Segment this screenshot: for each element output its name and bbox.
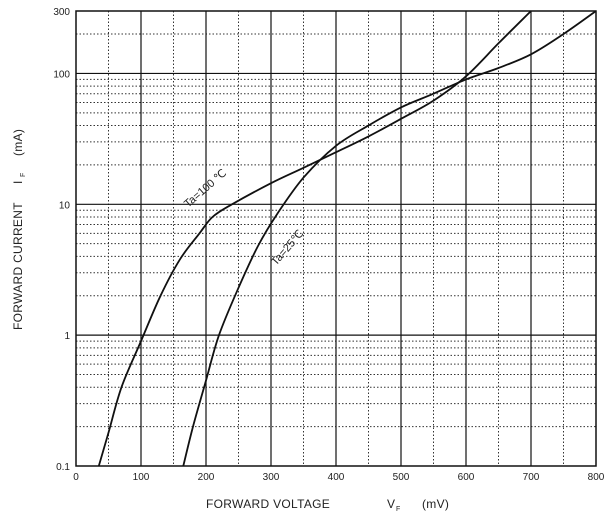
x-axis-symbol: V <box>387 497 395 511</box>
y-axis-title-text: FORWARD CURRENT <box>11 202 25 330</box>
y-axis-title: FORWARD CURRENT I F (mA) <box>11 129 27 330</box>
y-tick-label: 0.1 <box>56 462 70 473</box>
y-tick-label: 10 <box>59 200 71 211</box>
x-axis-title-text: FORWARD VOLTAGE <box>206 497 330 511</box>
x-axis-subscript: F <box>396 506 401 513</box>
x-tick-label: 800 <box>588 472 605 483</box>
x-tick-label: 100 <box>133 472 150 483</box>
y-axis-unit: (mA) <box>11 129 25 156</box>
y-axis-subscript: F <box>20 172 27 177</box>
series-line-ta25 <box>182 10 597 467</box>
x-tick-label: 700 <box>523 472 540 483</box>
x-tick-label: 300 <box>263 472 280 483</box>
tick-labels: 0 100 200 300 400 500 600 700 800 0.1 1 10 100 300 <box>53 7 604 483</box>
y-axis-symbol: I <box>11 180 25 184</box>
y-tick-label: 300 <box>53 7 70 18</box>
grid <box>75 10 597 467</box>
x-axis-unit: (mV) <box>422 497 449 511</box>
y-tick-label: 100 <box>53 69 70 80</box>
series-line-ta100 <box>97 10 532 467</box>
x-tick-label: 200 <box>198 472 215 483</box>
x-tick-label: 600 <box>458 472 475 483</box>
plot-frame <box>75 10 597 467</box>
series-label-ta25: Ta=25℃ <box>269 228 306 268</box>
y-tick-label: 1 <box>64 331 70 342</box>
series-lines <box>97 10 597 467</box>
x-axis-title: FORWARD VOLTAGE V F (mV) <box>206 497 449 513</box>
x-tick-label: 500 <box>393 472 410 483</box>
x-tick-label: 400 <box>328 472 345 483</box>
x-tick-label: 0 <box>73 472 79 483</box>
